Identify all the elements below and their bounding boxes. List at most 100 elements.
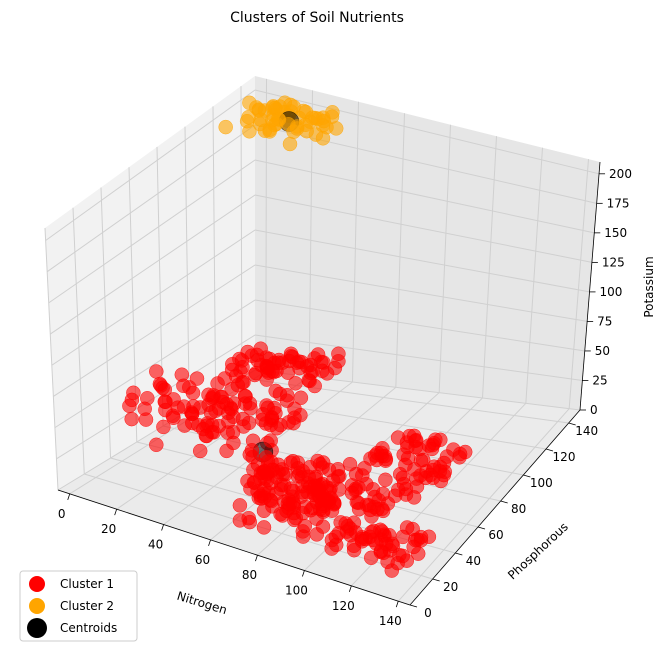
cluster-2-point	[282, 136, 298, 152]
cluster-1-point	[124, 411, 139, 427]
legend-marker-cluster-2	[29, 598, 45, 614]
z-grid-line	[51, 229, 256, 366]
cluster-1-point	[259, 398, 274, 413]
x-tick-mark	[395, 601, 399, 608]
cluster-1-point	[220, 425, 235, 440]
y-tick-mark	[432, 578, 440, 582]
legend-marker-centroids	[27, 618, 47, 638]
cluster-1-point	[158, 394, 173, 410]
z-grid-line	[54, 299, 256, 429]
cluster-1-point	[268, 383, 283, 399]
cluster-2-point	[218, 119, 233, 135]
z-grid-line	[56, 334, 256, 460]
cluster-1-point	[275, 508, 290, 523]
y-tick-mark	[409, 604, 418, 608]
cluster-1-point	[331, 354, 346, 369]
legend: Cluster 1 Cluster 2 Centroids	[19, 570, 138, 642]
x-tick-mark	[208, 539, 211, 546]
x-tick-label: 20	[101, 522, 116, 536]
z-tick-label: 150	[604, 226, 627, 240]
back-wall-pane	[255, 76, 600, 410]
x-tick-mark	[302, 570, 305, 577]
x-tick-label: 140	[379, 614, 402, 628]
cluster-1-point	[295, 529, 311, 544]
cluster-1-point	[421, 438, 437, 453]
y-tick-mark	[500, 500, 508, 504]
cluster-1-point	[242, 447, 258, 462]
legend-label-cluster-1: Cluster 1	[60, 577, 114, 591]
cluster-1-point	[192, 443, 208, 459]
cluster-1-point	[258, 416, 274, 431]
cluster-1-point	[206, 425, 222, 440]
cluster-2-point	[299, 123, 314, 139]
cluster-1-point	[378, 472, 393, 488]
x-tick-label: 40	[148, 538, 163, 552]
cluster-1-point	[280, 365, 296, 380]
cluster-1-point	[324, 503, 340, 518]
cluster-1-point	[293, 390, 309, 406]
z-tick-label: 125	[602, 255, 625, 269]
x-tick-label: 100	[285, 584, 308, 598]
x-tick-label: 120	[332, 599, 355, 613]
cluster-1-point	[263, 433, 278, 448]
cluster-1-point	[301, 373, 316, 388]
cluster-1-point	[261, 365, 276, 380]
z-grid-line	[254, 299, 585, 352]
legend-box	[19, 570, 138, 642]
chart-title: Clusters of Soil Nutrients	[230, 10, 404, 26]
cluster-2-point	[315, 131, 331, 146]
z-grid-line	[254, 159, 595, 234]
cluster-1-point	[309, 511, 324, 526]
y-tick-mark	[455, 552, 463, 556]
y-tick-mark	[477, 526, 486, 530]
cluster-1-point	[156, 419, 171, 435]
x-grid-line	[397, 408, 570, 602]
z-grid-line	[53, 264, 256, 397]
x-grid-line	[257, 392, 440, 556]
cluster-1-point	[250, 484, 265, 499]
cluster-1-point	[363, 550, 379, 566]
cluster-1-point	[408, 439, 423, 455]
z-axis-label: Potassium	[642, 256, 656, 317]
cluster-1-point	[290, 468, 305, 484]
cluster-1-point	[219, 443, 234, 459]
z-grid-line	[254, 229, 590, 293]
cluster-1-point	[241, 415, 257, 431]
cluster-1-point	[399, 553, 415, 568]
legend-marker-cluster-1	[29, 576, 45, 592]
y-tick-label: 100	[530, 476, 553, 490]
x-axis-label: Nitrogen	[175, 589, 228, 617]
x-tick-label: 60	[195, 553, 210, 567]
cluster-1-point	[331, 482, 347, 497]
z-grid-line	[49, 194, 256, 335]
cluster-2-point	[242, 124, 257, 139]
cluster-1-point	[204, 391, 219, 406]
y-tick-label: 120	[553, 450, 576, 464]
z-grid-line	[254, 194, 593, 263]
cluster-1-point	[439, 449, 455, 464]
y-tick-label: 60	[488, 528, 503, 542]
cluster-1-point	[432, 464, 448, 479]
cluster-1-point	[177, 418, 192, 433]
cluster-1-point	[288, 376, 303, 391]
cluster-1-point	[166, 410, 181, 426]
cluster-1-point	[276, 494, 292, 510]
cluster-1-point	[149, 364, 164, 379]
tick-labels: 0204060801001201400204060801001201400255…	[58, 167, 632, 628]
cluster-1-point	[295, 485, 310, 500]
cluster-1-point	[312, 490, 328, 505]
cluster-1-point	[273, 417, 288, 433]
cluster-1-point	[232, 498, 248, 513]
cluster-1-point	[255, 465, 271, 480]
legend-label-centroids: Centroids	[60, 621, 117, 635]
z-tick-label: 75	[597, 314, 612, 328]
cluster-1-point	[226, 396, 242, 411]
x-tick-mark	[114, 509, 118, 516]
y-axis-line	[409, 409, 581, 606]
cluster-1-point	[378, 451, 394, 467]
z-tick-label: 175	[607, 196, 630, 210]
cluster-1-point	[324, 541, 339, 556]
cluster-1-point	[279, 393, 295, 408]
cluster-1-point	[452, 450, 467, 465]
